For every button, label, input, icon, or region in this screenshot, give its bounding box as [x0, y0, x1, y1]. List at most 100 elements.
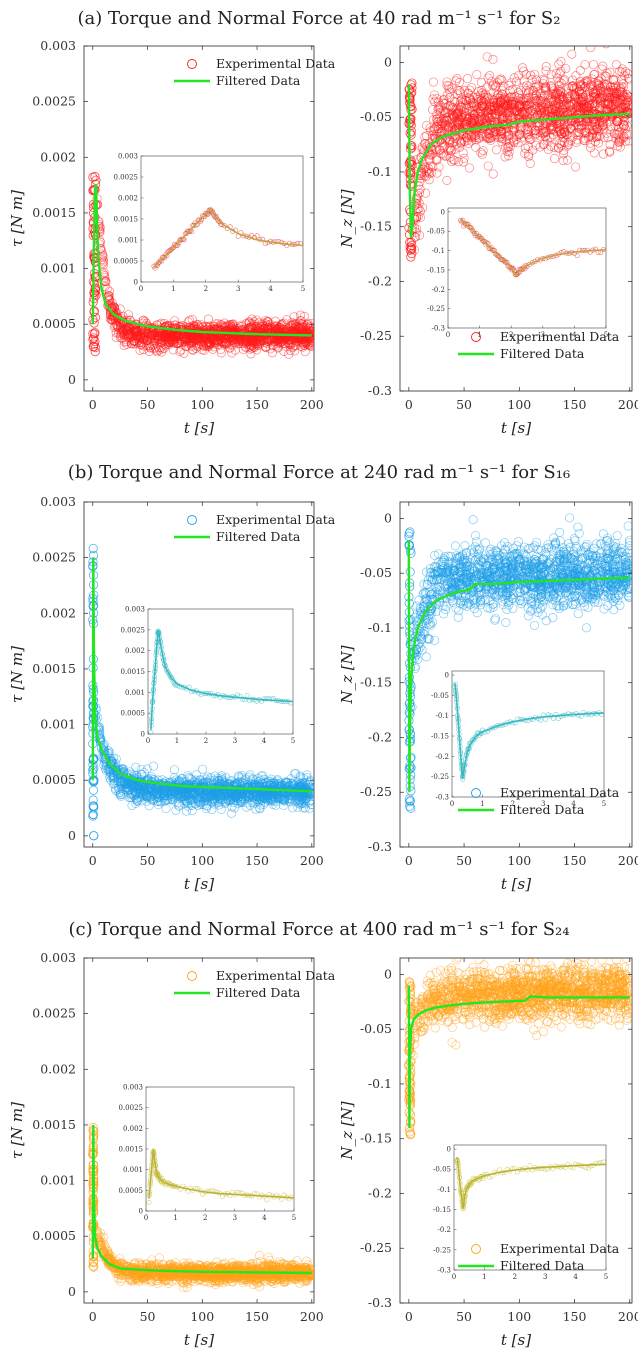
experimental-point [445, 87, 455, 97]
experimental-point [607, 112, 617, 122]
experimental-point [624, 74, 632, 84]
experimental-point [306, 338, 314, 348]
experimental-point [494, 106, 504, 116]
experimental-point [568, 75, 578, 85]
experimental-point [579, 135, 589, 145]
experimental-point [427, 105, 438, 115]
experimental-point [491, 129, 501, 140]
experimental-point [589, 125, 599, 136]
experimental-point [88, 543, 98, 554]
y-tick-label: -0.05 [360, 109, 392, 124]
experimental-point [267, 348, 277, 358]
legend-label-experimental: Experimental Data [216, 56, 336, 71]
experimental-point [554, 143, 564, 153]
experimental-point [485, 113, 495, 123]
experimental-point [122, 779, 132, 789]
experimental-point [466, 136, 476, 146]
experimental-point [589, 125, 599, 135]
experimental-point [270, 316, 281, 326]
experimental-point [613, 130, 623, 140]
y-tick-label: -0.3 [368, 383, 392, 398]
experimental-point [587, 74, 597, 84]
experimental-point [496, 74, 506, 84]
experimental-point [484, 112, 494, 123]
experimental-point [256, 791, 267, 801]
row-title-a: (a) Torque and Normal Force at 40 rad m⁻… [78, 8, 561, 29]
legend-label-filtered: Filtered Data [500, 346, 585, 361]
inset-x-tick-label: 0 [446, 331, 450, 339]
experimental-point [211, 330, 221, 340]
experimental-point [154, 345, 165, 355]
y-tick-label: 0 [384, 54, 392, 69]
inset-y-tick-label: 0.001 [118, 237, 138, 245]
experimental-point [88, 329, 98, 339]
inset-y-tick-label: 0.003 [118, 153, 138, 161]
experimental-point [596, 99, 606, 109]
experimental-point [571, 162, 581, 172]
experimental-point [286, 321, 296, 331]
experimental-point [111, 332, 121, 343]
experimental-point [467, 130, 477, 140]
experimental-point [595, 120, 605, 130]
experimental-point [434, 119, 444, 129]
experimental-point [556, 56, 566, 67]
experimental-point [110, 303, 120, 314]
experimental-point [538, 140, 548, 150]
experimental-point [467, 118, 477, 128]
experimental-point [563, 139, 573, 150]
experimental-point [580, 60, 590, 70]
experimental-point [173, 790, 183, 801]
experimental-point [135, 333, 145, 343]
experimental-point [197, 764, 208, 774]
experimental-point [480, 89, 491, 99]
experimental-point [571, 71, 581, 81]
experimental-point [522, 125, 532, 135]
experimental-point [216, 348, 226, 358]
experimental-point [149, 337, 159, 347]
experimental-point [575, 65, 585, 75]
experimental-point [585, 82, 595, 93]
experimental-point [541, 66, 551, 76]
experimental-point [609, 74, 619, 85]
experimental-point [279, 346, 289, 356]
data-layer [88, 171, 314, 359]
experimental-point [177, 774, 187, 784]
experimental-point [503, 99, 513, 109]
experimental-point [611, 60, 621, 70]
experimental-point [208, 794, 218, 804]
experimental-point [527, 74, 537, 85]
inset-y-tick-label: -0.25 [427, 305, 445, 313]
experimental-point [182, 797, 192, 807]
experimental-point [545, 96, 555, 106]
experimental-point [543, 99, 553, 109]
y-tick-label: 0.0015 [32, 205, 76, 220]
experimental-point [177, 791, 187, 801]
y-tick-label: 0.002 [40, 149, 76, 164]
experimental-point [558, 155, 568, 166]
inset-point [458, 217, 464, 223]
experimental-point [537, 101, 547, 112]
y-tick-label: 0 [68, 372, 76, 387]
experimental-point [498, 99, 508, 109]
experimental-point [476, 77, 486, 87]
experimental-point [497, 137, 507, 147]
experimental-point [503, 142, 513, 152]
experimental-point [440, 109, 450, 119]
experimental-point [188, 345, 198, 355]
experimental-point [601, 46, 610, 49]
experimental-point [208, 788, 218, 799]
experimental-point [256, 322, 266, 332]
experimental-point [487, 106, 497, 116]
experimental-point [594, 92, 605, 102]
experimental-point [596, 74, 606, 84]
experimental-point [233, 771, 243, 781]
filtered-line [407, 84, 630, 238]
experimental-point [160, 337, 171, 347]
experimental-point [458, 148, 468, 158]
experimental-point [105, 286, 115, 296]
inset-point [278, 239, 284, 245]
inset-line [153, 207, 304, 268]
experimental-point [483, 73, 493, 83]
experimental-point [531, 140, 541, 150]
inset-point [254, 233, 260, 239]
